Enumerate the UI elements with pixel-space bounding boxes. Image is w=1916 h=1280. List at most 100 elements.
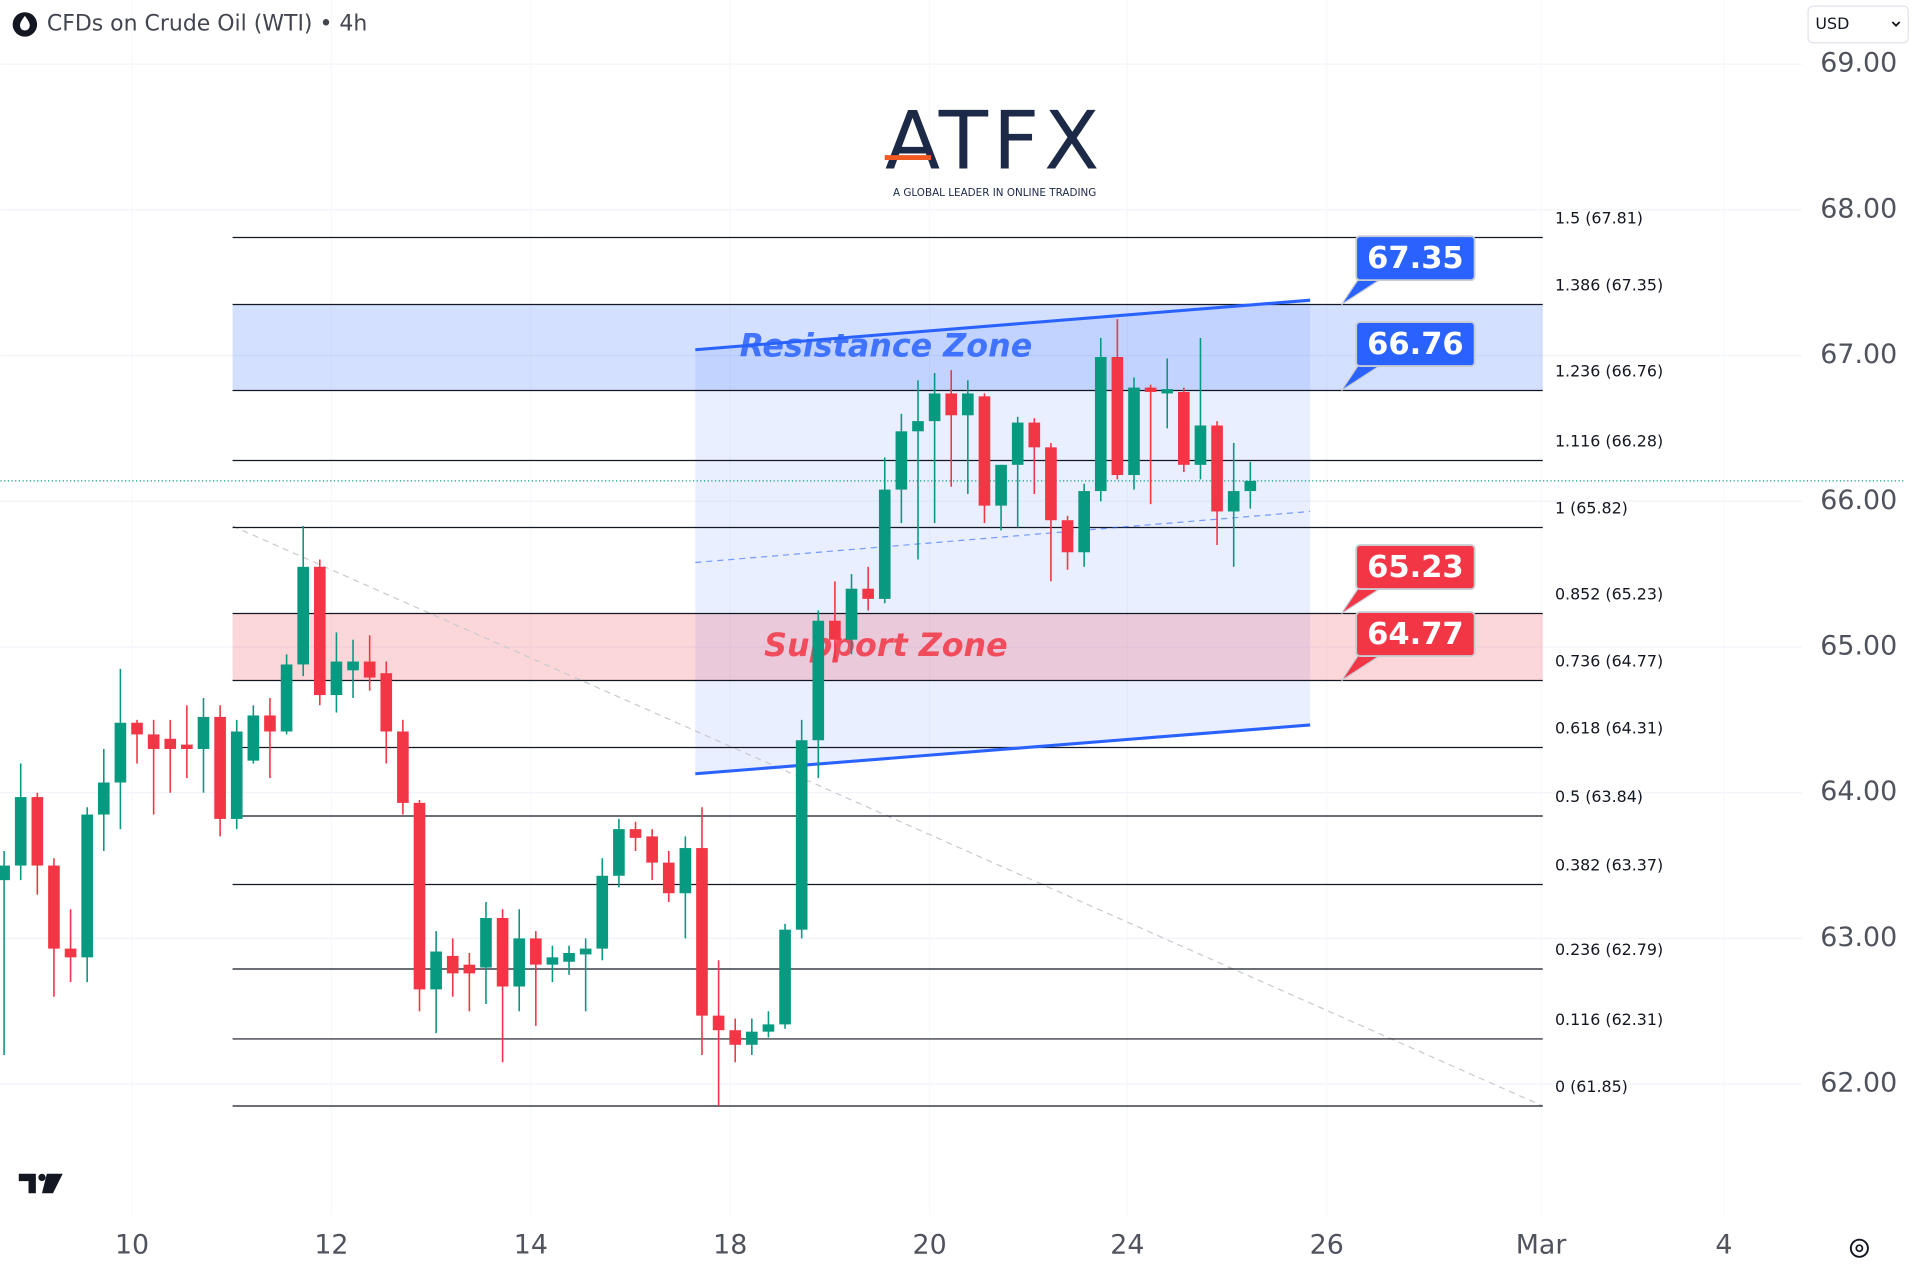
candle-body [197, 716, 210, 749]
candle-body [297, 566, 310, 665]
candle-body [513, 938, 526, 987]
candle-body [1161, 389, 1174, 394]
x-tick-label: 4 [1715, 1229, 1732, 1260]
fib-label: 0.736 (64.77) [1555, 652, 1663, 671]
y-tick-label: 67.00 [1820, 339, 1897, 370]
settings-ring[interactable] [1849, 1238, 1869, 1258]
fib-label: 0.382 (63.37) [1555, 856, 1663, 875]
candle-body [1061, 520, 1074, 553]
candle-body [397, 731, 409, 803]
x-tick-label: 14 [514, 1229, 548, 1260]
y-tick-label: 66.00 [1820, 485, 1897, 516]
candle-body [347, 661, 359, 671]
fib-label: 0.618 (64.31) [1555, 719, 1663, 738]
candle-body [1094, 357, 1107, 492]
settings-icon[interactable] [1849, 1238, 1869, 1258]
x-tick-label: 20 [913, 1229, 947, 1260]
candle-body [812, 620, 825, 741]
fib-label: 1.5 (67.81) [1555, 209, 1643, 228]
candle-body [629, 829, 642, 838]
candle-body [214, 716, 226, 819]
candle-body [579, 948, 592, 955]
candle-body [928, 393, 941, 422]
fib-label: 0.852 (65.23) [1555, 585, 1663, 604]
symbol-title: CFDs on Crude Oil (WTI) • 4h [47, 11, 367, 36]
candle-body [1144, 387, 1157, 392]
candle-body [995, 464, 1007, 506]
candle-body [1178, 391, 1190, 465]
price-tag [1355, 235, 1476, 282]
channel-mid [695, 510, 1311, 564]
x-tick-label: Mar [1516, 1229, 1568, 1260]
y-tick-label: 65.00 [1820, 630, 1897, 661]
candle-body [878, 489, 891, 599]
candle-body [330, 661, 343, 696]
candle-body [1011, 422, 1024, 465]
candle-body [563, 952, 575, 962]
candle-body [81, 814, 93, 958]
candle-body [1045, 447, 1057, 521]
candle-body [181, 744, 193, 749]
x-tick-label: 24 [1110, 1229, 1144, 1260]
price-tag-label: 67.35 [1367, 241, 1464, 276]
price-tag [1355, 544, 1476, 590]
candle-body [978, 396, 991, 506]
tv-logo-part [38, 1173, 46, 1182]
drawings: 62.00 63.00 64.00 65.00 66.00 67.00 68.00 69.00… [0, 48, 1906, 1260]
candle-body [14, 797, 27, 866]
fib-label: 1.236 (66.76) [1555, 362, 1663, 381]
tv-logo-part [18, 1173, 36, 1194]
candle-body [895, 431, 908, 490]
candle-body [596, 875, 609, 949]
currency-caret [1891, 21, 1901, 27]
candle-body [1244, 480, 1257, 492]
price-tag [1355, 611, 1476, 657]
fib-label: 1.386 (67.35) [1555, 276, 1663, 295]
logo-name: ATFX [885, 95, 1104, 189]
candle-body [363, 661, 376, 678]
x-tick-label: 26 [1310, 1229, 1344, 1260]
settings-core[interactable] [1855, 1244, 1864, 1253]
fib-label: 1.116 (66.28) [1555, 432, 1663, 451]
candle-body [114, 722, 127, 783]
candle-body [1227, 491, 1240, 512]
candle-body [1028, 422, 1041, 448]
candle-body [829, 620, 841, 640]
candle-body [762, 1024, 775, 1032]
candle-body [779, 929, 791, 1025]
candle-body [0, 865, 10, 881]
candle-body [1128, 387, 1140, 476]
candle-body [546, 957, 559, 965]
candle-body [230, 731, 243, 819]
currency-label[interactable]: USD [1815, 14, 1849, 33]
candle-body [795, 740, 808, 930]
fib-label: 0.236 (62.79) [1555, 940, 1663, 959]
candle-body [380, 673, 393, 732]
candle-body [1194, 425, 1207, 465]
x-tick-label: 18 [713, 1229, 747, 1260]
candle-body [480, 918, 492, 968]
candle-body [247, 715, 260, 761]
candle-body [613, 829, 625, 876]
candle-body [147, 734, 160, 749]
price-tag [1355, 321, 1476, 368]
channel-upper [695, 298, 1311, 352]
x-tick-label: 10 [115, 1229, 149, 1260]
currency-select[interactable] [1807, 5, 1909, 44]
candle-body [530, 938, 542, 965]
logo-accent [884, 155, 932, 160]
candle-body [97, 782, 110, 815]
candle-body [496, 918, 509, 987]
candle-body [945, 393, 958, 416]
price-tag-label: 66.76 [1367, 327, 1464, 362]
y-tick-label: 64.00 [1820, 776, 1897, 807]
zone [232, 304, 1543, 391]
y-tick-label: 62.00 [1820, 1068, 1897, 1099]
candle-body [746, 1031, 758, 1045]
y-tick-label: 68.00 [1820, 193, 1897, 224]
zone [232, 613, 1543, 681]
candle-body [413, 802, 426, 990]
candle-body [662, 862, 675, 894]
